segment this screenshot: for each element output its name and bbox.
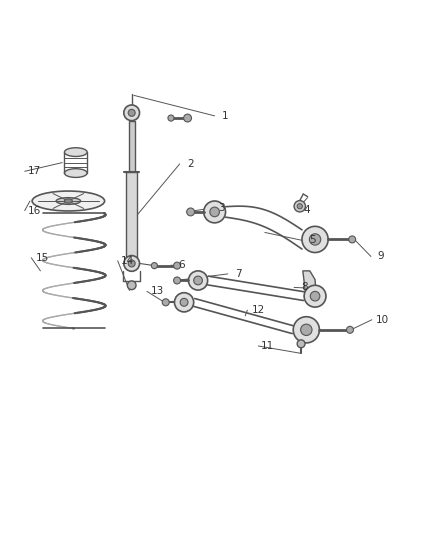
Circle shape <box>124 105 140 120</box>
Text: 9: 9 <box>377 252 384 262</box>
Circle shape <box>174 293 194 312</box>
Circle shape <box>349 236 356 243</box>
Text: 1: 1 <box>222 111 229 121</box>
Polygon shape <box>303 271 316 297</box>
Text: 13: 13 <box>151 286 165 296</box>
Circle shape <box>309 234 321 245</box>
Text: 14: 14 <box>121 256 134 266</box>
Circle shape <box>162 299 169 306</box>
Circle shape <box>168 115 174 121</box>
Ellipse shape <box>64 169 87 177</box>
Bar <box>129 120 135 172</box>
Circle shape <box>128 109 135 116</box>
Circle shape <box>346 326 353 333</box>
Text: 3: 3 <box>218 204 225 213</box>
Circle shape <box>310 292 320 301</box>
Circle shape <box>173 277 180 284</box>
Circle shape <box>297 204 302 209</box>
Circle shape <box>302 227 328 253</box>
Circle shape <box>187 208 194 216</box>
Text: 5: 5 <box>310 235 316 245</box>
Bar <box>126 172 138 258</box>
Circle shape <box>297 340 305 348</box>
Text: 17: 17 <box>28 166 41 176</box>
Text: 16: 16 <box>28 206 41 216</box>
Circle shape <box>124 256 140 271</box>
Text: 11: 11 <box>261 341 274 351</box>
Text: 12: 12 <box>252 305 265 315</box>
Circle shape <box>184 114 191 122</box>
Circle shape <box>304 285 326 307</box>
Ellipse shape <box>64 148 87 157</box>
Circle shape <box>173 262 180 269</box>
Circle shape <box>188 271 208 290</box>
Circle shape <box>204 201 226 223</box>
Text: 6: 6 <box>179 260 185 270</box>
Circle shape <box>127 281 136 289</box>
Ellipse shape <box>32 191 105 211</box>
Circle shape <box>180 298 188 306</box>
Circle shape <box>294 200 305 212</box>
Text: 8: 8 <box>301 282 307 293</box>
Text: 2: 2 <box>187 159 194 169</box>
Circle shape <box>194 276 202 285</box>
Circle shape <box>300 324 312 335</box>
Circle shape <box>293 317 319 343</box>
Circle shape <box>210 207 219 217</box>
Circle shape <box>128 260 135 267</box>
Circle shape <box>151 263 157 269</box>
Text: 4: 4 <box>303 205 310 215</box>
Ellipse shape <box>64 199 72 203</box>
Ellipse shape <box>56 198 81 204</box>
Text: 15: 15 <box>35 253 49 263</box>
Text: 10: 10 <box>376 315 389 325</box>
Text: 7: 7 <box>235 269 242 279</box>
